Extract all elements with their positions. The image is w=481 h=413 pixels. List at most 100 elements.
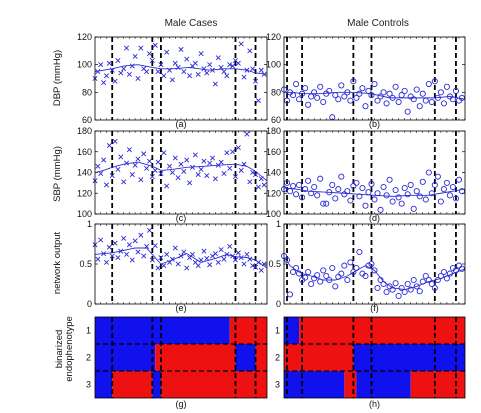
panel-label: (f)	[370, 303, 379, 313]
data-point	[302, 274, 309, 281]
panel-2-0: 0 0.5 1 (e)	[79, 219, 268, 313]
data-point	[164, 183, 170, 189]
data-point	[115, 57, 121, 64]
data-point	[326, 87, 333, 94]
data-point	[371, 80, 378, 88]
data-point	[146, 227, 152, 233]
data-point	[392, 187, 399, 194]
data-point	[152, 167, 158, 173]
data-point	[181, 69, 187, 75]
data-point	[446, 192, 453, 199]
data-point	[455, 262, 463, 269]
data-point	[207, 160, 213, 166]
heatmap-cell	[95, 317, 230, 344]
data-point	[296, 96, 303, 103]
data-point	[149, 57, 155, 64]
data-point	[112, 240, 118, 246]
data-point	[207, 262, 213, 268]
data-point	[227, 243, 233, 249]
data-point	[138, 177, 144, 183]
data-point	[141, 151, 147, 157]
data-point	[126, 242, 132, 248]
data-point	[410, 96, 417, 103]
data-point	[419, 90, 426, 97]
y-tick-label: 140	[77, 168, 92, 178]
data-point	[164, 49, 170, 55]
data-point	[422, 97, 429, 104]
data-point	[422, 272, 429, 280]
data-point	[317, 175, 324, 182]
data-point	[308, 190, 315, 197]
data-point	[115, 166, 121, 172]
data-point	[172, 245, 178, 251]
y-tick-label: 0.5	[268, 259, 281, 269]
y-tick-label: 0.5	[79, 259, 92, 269]
data-point	[198, 166, 204, 172]
data-point	[181, 168, 187, 174]
data-point	[425, 276, 432, 284]
data-point	[428, 190, 435, 197]
data-point	[121, 179, 127, 185]
data-point	[146, 158, 152, 164]
heatmap-cell	[284, 344, 354, 371]
data-point	[347, 97, 354, 104]
data-point	[230, 149, 236, 155]
data-point	[413, 283, 420, 290]
data-point	[413, 86, 420, 93]
y-tick-label: 0	[276, 299, 281, 309]
data-point	[338, 270, 345, 277]
heatmap-row-label: 1	[275, 326, 280, 336]
data-point	[286, 188, 294, 195]
data-point	[103, 182, 109, 188]
heatmap-cell	[299, 317, 465, 344]
data-point	[386, 90, 393, 97]
heatmap-cases: 1 2 3 (g)	[86, 316, 268, 409]
data-point	[144, 69, 150, 75]
data-point	[115, 255, 121, 261]
data-point	[359, 85, 366, 92]
data-point	[155, 159, 161, 165]
panel-label: (c)	[176, 213, 187, 223]
data-point	[413, 188, 420, 195]
data-point	[401, 185, 408, 192]
y-tick-label: 120	[77, 188, 92, 198]
data-point	[289, 182, 297, 190]
y-tick-label: 100	[266, 209, 281, 219]
data-point	[431, 284, 438, 292]
data-point	[126, 147, 132, 153]
data-point	[425, 80, 432, 88]
y-tick-label: 1	[276, 219, 281, 229]
data-point	[368, 260, 375, 268]
ylabel-dbp: DBP (mmHg)	[52, 50, 63, 106]
data-point	[395, 194, 402, 201]
trend-line	[283, 257, 466, 291]
y-tick-label: 1	[87, 219, 92, 229]
data-point	[238, 167, 244, 173]
data-point	[344, 276, 351, 284]
data-point	[138, 45, 144, 51]
heatmap-cell	[255, 344, 267, 371]
data-point	[437, 89, 444, 96]
heatmap-cell	[152, 371, 161, 398]
data-point	[152, 243, 158, 249]
data-point	[293, 264, 300, 272]
data-point	[112, 138, 118, 144]
panel-0-0: 60 80 100 120 (a)	[77, 32, 268, 129]
data-point	[204, 173, 210, 179]
data-point	[192, 152, 198, 158]
data-point	[184, 265, 190, 271]
data-point	[434, 173, 441, 180]
trend-line	[94, 247, 268, 269]
data-point	[175, 175, 181, 181]
data-point	[121, 235, 127, 241]
data-point	[401, 288, 408, 296]
data-point	[335, 186, 342, 193]
y-tick-label: 80	[271, 87, 281, 97]
column-title-cases: Male Cases	[165, 18, 218, 29]
data-point	[161, 263, 167, 269]
heatmap-cell	[353, 344, 465, 371]
data-point	[126, 71, 132, 77]
data-point	[314, 192, 321, 199]
data-point	[338, 173, 345, 180]
heatmap-row-label: 1	[86, 326, 91, 336]
